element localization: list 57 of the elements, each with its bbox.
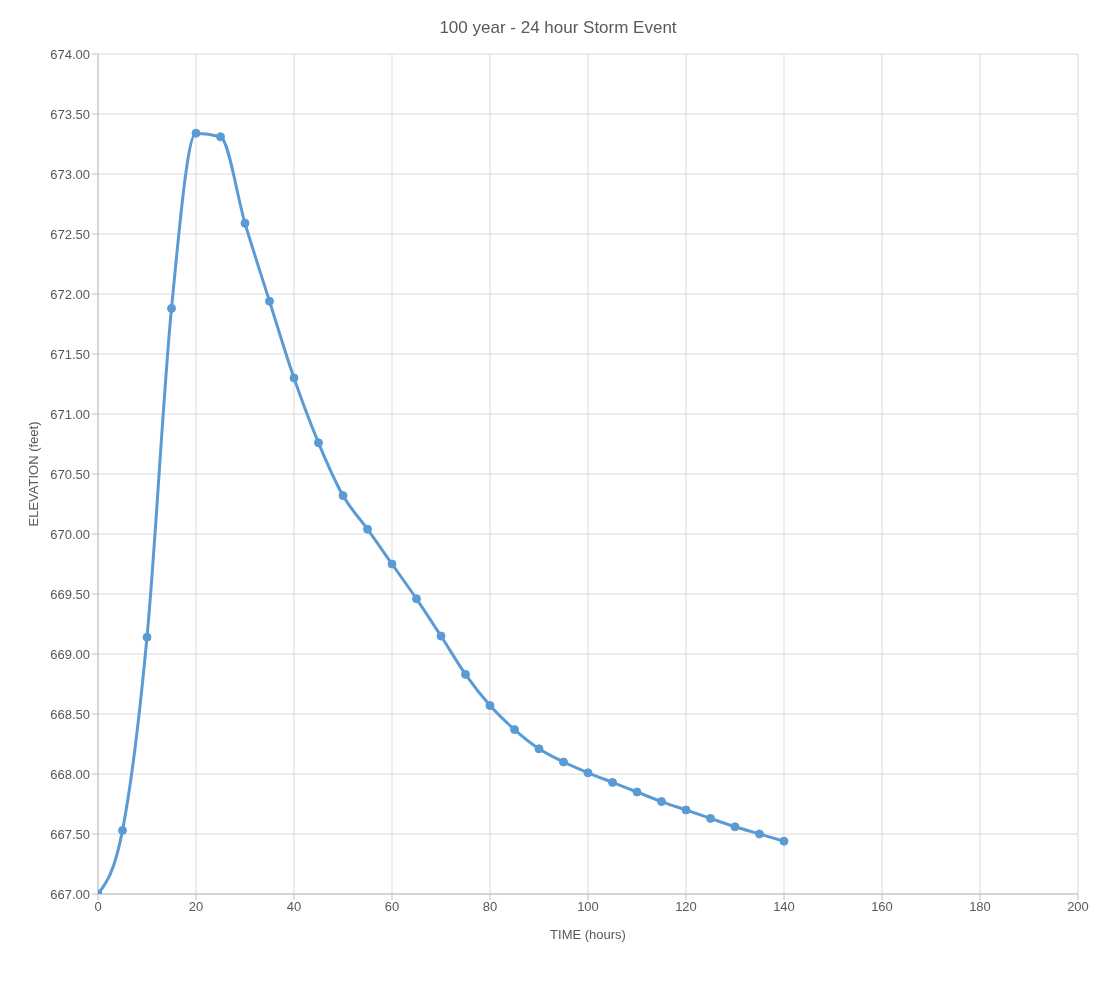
chart-title: 100 year - 24 hour Storm Event (438, 17, 678, 39)
point (289, 373, 299, 383)
point (534, 744, 544, 754)
x-tick-label: 80 (482, 899, 498, 915)
y-axis-title: ELEVATION (feet) (25, 421, 41, 527)
point (510, 725, 519, 735)
x-tick-label: 0 (94, 899, 102, 915)
point (657, 797, 666, 807)
y-tick-label: 673.00 (50, 166, 90, 182)
point (559, 757, 568, 767)
point (608, 777, 617, 787)
y-tick-label: 671.00 (50, 406, 90, 422)
y-tick-label: 668.50 (50, 706, 90, 722)
y-tick-label: 667.00 (50, 886, 90, 902)
point (216, 132, 225, 142)
point (436, 631, 446, 641)
point (338, 491, 348, 501)
y-tick-label: 668.00 (50, 766, 90, 782)
point (412, 594, 421, 604)
x-tick-label: 20 (188, 899, 204, 915)
point (706, 813, 715, 823)
y-tick-label: 673.50 (50, 106, 90, 122)
point (387, 559, 397, 569)
point (779, 836, 789, 846)
point (583, 768, 593, 778)
x-tick-label: 180 (969, 899, 991, 915)
point (363, 524, 372, 534)
point (681, 805, 691, 815)
point (265, 296, 274, 306)
point (632, 787, 642, 797)
x-tick-label: 160 (871, 899, 893, 915)
y-tick-label: 669.00 (50, 646, 90, 662)
y-tick-label: 670.00 (50, 526, 90, 542)
y-tick-label: 672.50 (50, 226, 90, 242)
x-tick-label: 60 (384, 899, 400, 915)
point (314, 438, 323, 448)
point (191, 128, 201, 138)
y-tick-label: 670.50 (50, 466, 90, 482)
point (118, 825, 127, 835)
point (142, 632, 152, 642)
x-axis-title: TIME (hours) (550, 927, 626, 942)
point (485, 701, 495, 711)
y-tick-label: 672.00 (50, 286, 90, 302)
x-tick-label: 140 (773, 899, 795, 915)
x-tick-label: 40 (286, 899, 302, 915)
point (755, 829, 764, 839)
y-tick-label: 669.50 (50, 586, 90, 602)
y-tick-label: 674.00 (50, 46, 90, 62)
y-tick-label: 671.50 (50, 346, 90, 362)
x-tick-label: 120 (675, 899, 697, 915)
point (461, 669, 470, 679)
x-tick-label: 200 (1067, 899, 1089, 915)
y-tick-label: 667.50 (50, 826, 90, 842)
x-tick-label: 100 (577, 899, 599, 915)
point (730, 822, 740, 832)
point (167, 303, 176, 313)
point (240, 218, 250, 228)
